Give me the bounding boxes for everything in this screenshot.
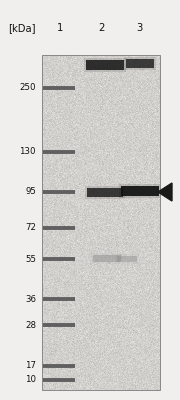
Text: 28: 28: [25, 320, 36, 330]
Bar: [93, 254, 121, 262]
Bar: [124, 56, 156, 70]
Bar: [91, 252, 123, 264]
Bar: [86, 60, 124, 70]
Text: 3: 3: [136, 23, 143, 33]
Bar: [117, 256, 137, 262]
Bar: [121, 186, 159, 196]
Text: 250: 250: [19, 84, 36, 92]
Text: 17: 17: [25, 362, 36, 370]
Bar: [85, 186, 125, 198]
Text: 95: 95: [25, 188, 36, 196]
Text: 10: 10: [25, 376, 36, 384]
Text: 1: 1: [57, 23, 64, 33]
Bar: [84, 58, 126, 72]
Bar: [119, 184, 161, 198]
Bar: [87, 188, 123, 196]
Text: [kDa]: [kDa]: [8, 23, 36, 33]
Bar: [42, 55, 160, 390]
Text: 130: 130: [19, 148, 36, 156]
Text: 2: 2: [98, 23, 105, 33]
Text: 36: 36: [25, 294, 36, 304]
Polygon shape: [158, 183, 172, 201]
Text: 55: 55: [25, 254, 36, 264]
Bar: [115, 254, 139, 264]
Bar: [126, 58, 154, 68]
Text: 72: 72: [25, 224, 36, 232]
